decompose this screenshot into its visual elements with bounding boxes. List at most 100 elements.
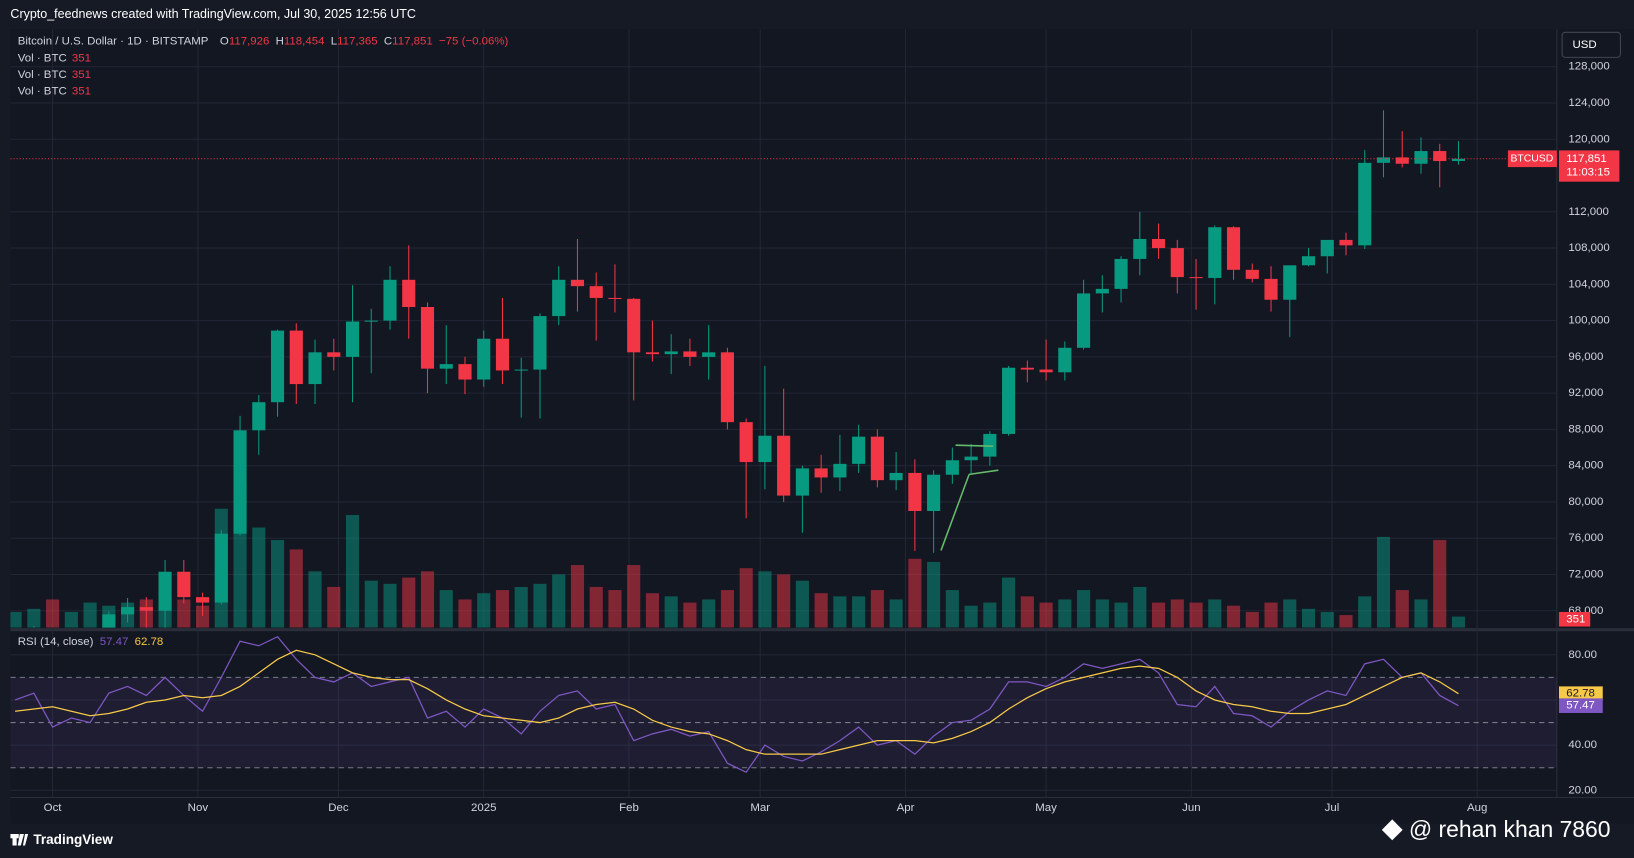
volume-value: 351	[72, 86, 91, 98]
volume-bar	[10, 611, 22, 628]
candles	[10, 110, 1557, 628]
candle-body	[158, 571, 172, 611]
volume-bar	[608, 590, 622, 628]
candle-body	[308, 352, 322, 385]
volume-bar	[1114, 602, 1128, 628]
symbol-label: BTCUSD	[1510, 153, 1553, 164]
candle-body	[589, 286, 603, 298]
volume-bar	[1414, 599, 1428, 628]
volume-legend: Vol · BTC 351	[18, 69, 91, 81]
volume-bar	[1358, 596, 1372, 628]
volume-bar	[270, 540, 285, 628]
x-tick-label: Mar	[750, 802, 770, 814]
volume-bar	[495, 590, 510, 628]
x-tick-label: Apr	[897, 802, 915, 814]
candle-body	[927, 474, 941, 512]
y-tick-label: 112,000	[1568, 206, 1609, 218]
volume-bar	[477, 593, 491, 628]
volume-bar	[702, 599, 716, 628]
trend-line	[955, 444, 994, 447]
ohlc-key: O	[220, 36, 229, 48]
candle-body	[495, 338, 510, 371]
volume-bar	[645, 593, 659, 628]
rsi-value: 57.47	[100, 636, 129, 648]
y-tick-label: 84,000	[1568, 460, 1603, 472]
volume-title: Vol · BTC	[18, 69, 67, 81]
volume-bar	[683, 602, 697, 628]
candle-body	[214, 533, 228, 603]
volume-bar	[439, 590, 453, 628]
candle-body	[1339, 239, 1353, 246]
candle-body	[177, 571, 191, 598]
volume-label: 351	[1566, 613, 1585, 625]
y-tick-label: 76,000	[1568, 532, 1603, 544]
rsi-pane	[10, 635, 1557, 774]
rsi-value-label: 57.47	[1566, 700, 1595, 712]
ohlc-key: L	[331, 36, 337, 48]
drawing	[940, 444, 999, 551]
candle-body	[1077, 293, 1091, 348]
rsi-tick-label: 80.00	[1568, 649, 1597, 661]
volume-bar	[64, 611, 78, 628]
rsi-line	[14, 635, 1459, 774]
candle-body	[1114, 258, 1128, 289]
volume-bar	[1320, 611, 1334, 628]
volume-bar	[308, 571, 322, 628]
symbol-label-box	[1507, 150, 1557, 168]
volume-bar	[664, 596, 678, 628]
volume-bar	[327, 586, 341, 628]
candle-body	[1301, 256, 1316, 266]
volume-bar	[1039, 602, 1053, 628]
candle-body	[1151, 238, 1166, 249]
change: −75 (−0.06%)	[439, 36, 509, 48]
volume-title: Vol · BTC	[18, 86, 67, 98]
rsi-tick-label: 20.00	[1568, 784, 1597, 796]
candle-body	[1226, 227, 1241, 270]
volume-bar	[1395, 590, 1409, 628]
candle-body	[1208, 227, 1222, 278]
x-tick-label: Oct	[44, 802, 63, 814]
candle-body	[664, 351, 678, 355]
y-tick-label: 88,000	[1568, 423, 1603, 435]
candle-body	[833, 463, 847, 478]
countdown: 11:03:15	[1566, 166, 1610, 178]
candle-body	[777, 435, 791, 496]
currency[interactable]: USD	[1573, 39, 1597, 51]
symbol: Bitcoin / U.S. Dollar · 1D · BITSTAMP	[18, 36, 209, 48]
volume-bar	[889, 599, 903, 628]
candle-body	[758, 435, 772, 463]
candle-body	[1395, 157, 1409, 164]
volume-bar	[364, 580, 378, 628]
volume-bar	[1376, 536, 1391, 628]
rsi-value-box	[1558, 698, 1603, 713]
brand: TradingView	[10, 832, 113, 847]
volume-label-box	[1558, 611, 1591, 627]
volume-bar	[1170, 599, 1184, 628]
y-tick-label: 72,000	[1568, 568, 1603, 580]
volume-bar	[927, 561, 941, 628]
candle-body	[327, 352, 341, 357]
candle-body	[1170, 248, 1184, 278]
candle-body	[552, 279, 566, 317]
candle-body	[964, 456, 978, 461]
candle-body	[195, 597, 210, 603]
candle-body	[514, 369, 528, 371]
candle-body	[570, 279, 585, 287]
currency-button[interactable]	[1561, 31, 1621, 58]
y-tick-label: 80,000	[1568, 496, 1603, 508]
volume-bar	[1301, 608, 1316, 628]
volume-bar	[1151, 602, 1166, 628]
volume-bar	[402, 577, 416, 628]
ohlc-key: C	[384, 36, 392, 48]
ohlc-value: 117,365	[337, 36, 378, 48]
candle-body	[852, 436, 866, 464]
volume-bar	[289, 549, 303, 628]
x-tick-label: Dec	[328, 802, 349, 814]
ohlc-value: 117,926	[229, 36, 270, 48]
candle-body	[1414, 151, 1428, 164]
candle-body	[702, 352, 716, 357]
volume-bar	[777, 574, 791, 628]
candle-body	[533, 316, 547, 370]
volume-value: 351	[72, 69, 91, 81]
candle-body	[870, 436, 884, 481]
